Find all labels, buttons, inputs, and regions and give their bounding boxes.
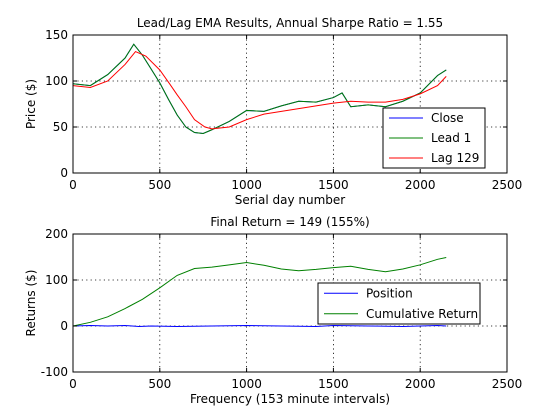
- series-line-position: [73, 325, 447, 327]
- y-axis-title-0: Price ($): [24, 79, 38, 129]
- x-tick-label: 500: [148, 178, 171, 192]
- x-tick-label: 2000: [405, 377, 436, 391]
- x-axis-title-1: Frequency (153 minute intervals): [190, 392, 390, 406]
- y-tick-label: 100: [45, 74, 68, 88]
- chart-title-1: Final Return = 149 (155%): [210, 215, 369, 229]
- y-tick-label: 150: [45, 28, 68, 42]
- x-tick-label: 1500: [318, 377, 349, 391]
- x-axis-title-0: Serial day number: [235, 193, 346, 207]
- x-tick-label: 1500: [318, 178, 349, 192]
- x-tick-label: 1000: [231, 178, 262, 192]
- x-tick-label: 2000: [405, 178, 436, 192]
- y-tick-label: 200: [45, 227, 68, 241]
- chart-panel-0: 0 500 1000 1500 2000 2500 0 50 100 150 Lead/Lag EM…: [24, 16, 522, 207]
- series-line-lead-1: [73, 43, 447, 134]
- legend-label-cumulative-return: Cumulative Return: [366, 307, 478, 321]
- y-axis-title-1: Returns ($): [24, 270, 38, 337]
- chart-title-0: Lead/Lag EMA Results, Annual Sharpe Rati…: [137, 16, 443, 30]
- x-tick-label: 2500: [492, 377, 523, 391]
- y-tick-label: 50: [53, 120, 68, 134]
- legend-label-position: Position: [366, 286, 413, 300]
- x-tick-label: 500: [148, 377, 171, 391]
- legend-label-close: Close: [431, 111, 464, 125]
- legend-box: [317, 282, 481, 325]
- legend-label-lead-1: Lead 1: [431, 131, 471, 145]
- y-tick-label: -100: [41, 365, 68, 379]
- plot-border-0: [72, 34, 508, 174]
- x-tick-label: 2500: [492, 178, 523, 192]
- series-line-cumulative-return: [73, 256, 447, 327]
- series-line-lag-129: [73, 50, 447, 130]
- y-tick-label: 0: [60, 319, 68, 333]
- legend-1: Position Cumulative Return: [317, 282, 481, 325]
- legend-0: Close Lead 1 Lag 129: [382, 107, 486, 169]
- y-tick-label: 0: [60, 166, 68, 180]
- x-tick-label: 0: [69, 377, 77, 391]
- x-tick-label: 1000: [231, 377, 262, 391]
- plot-border-1: [72, 233, 508, 373]
- y-tick-label: 100: [45, 273, 68, 287]
- legend-label-lag-129: Lag 129: [431, 151, 479, 165]
- x-tick-label: 0: [69, 178, 77, 192]
